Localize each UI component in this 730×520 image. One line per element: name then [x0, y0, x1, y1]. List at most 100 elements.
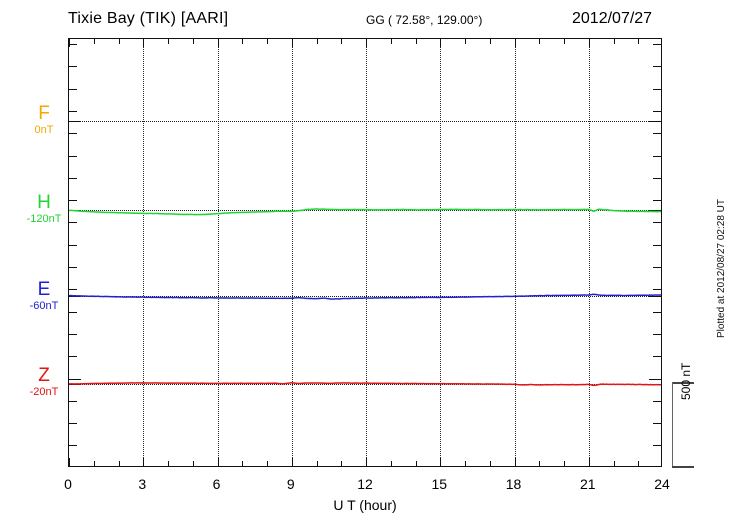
trace-z — [69, 382, 661, 387]
y-axis-tick — [69, 356, 77, 358]
y-axis-tick — [653, 44, 661, 45]
x-axis-tick — [588, 39, 590, 47]
x-axis-tick — [192, 461, 194, 466]
y-axis-tick — [653, 267, 661, 268]
y-axis-tick — [69, 445, 77, 447]
y-axis-tick — [69, 289, 77, 291]
y-axis-tick — [653, 289, 661, 291]
y-axis-tick — [653, 66, 661, 68]
x-axis-label: 3 — [138, 476, 147, 492]
y-axis-tick — [653, 200, 661, 202]
x-axis-label: 18 — [505, 476, 522, 492]
x-axis-label: 21 — [579, 476, 596, 492]
x-axis-tick — [638, 39, 640, 44]
y-axis-tick — [653, 222, 661, 224]
x-axis-tick — [192, 39, 194, 44]
baseline-z — [69, 384, 661, 385]
component-label-e: E -60nT — [14, 280, 74, 313]
x-axis-tick — [291, 458, 293, 466]
y-axis-tick — [69, 133, 77, 135]
y-axis-tick — [653, 333, 661, 335]
x-axis-title: U T (hour) — [333, 497, 397, 513]
x-axis-tick — [440, 39, 442, 47]
x-axis-tick — [564, 461, 565, 466]
x-axis-label: 24 — [654, 476, 670, 492]
x-axis-tick — [217, 458, 219, 466]
y-axis-tick — [653, 400, 661, 402]
x-axis-tick — [465, 39, 466, 44]
x-axis-tick — [341, 39, 343, 44]
x-axis-tick — [514, 458, 516, 466]
plot-area — [69, 39, 661, 466]
component-symbol-f: F — [38, 103, 50, 124]
x-axis-tick — [118, 39, 120, 44]
component-symbol-h: H — [37, 192, 51, 213]
y-axis-tick — [69, 400, 77, 402]
y-axis-tick — [653, 133, 661, 135]
x-axis-tick — [316, 39, 318, 44]
x-axis-tick — [69, 458, 70, 466]
trace-h — [69, 208, 661, 216]
grid-line-vertical — [291, 39, 293, 466]
x-axis-tick — [267, 461, 268, 466]
x-axis-tick — [390, 461, 392, 466]
x-axis-tick — [390, 39, 392, 44]
scale-bar-label: 500 nT — [679, 362, 693, 400]
x-axis-label: 9 — [286, 476, 295, 492]
x-axis-tick — [217, 39, 219, 47]
y-axis-tick — [69, 378, 81, 380]
y-axis-tick — [653, 311, 661, 313]
x-axis-tick — [514, 39, 516, 47]
x-axis-tick — [143, 458, 145, 466]
x-axis-label: 12 — [357, 476, 373, 492]
y-axis-tick — [69, 244, 77, 246]
y-axis-tick — [653, 155, 661, 157]
baseline-e — [69, 296, 661, 297]
y-axis-tick — [653, 88, 661, 90]
y-axis-tick — [653, 423, 661, 425]
y-axis-tick — [69, 44, 77, 45]
x-axis-tick — [489, 39, 491, 44]
x-axis-label: 6 — [212, 476, 221, 492]
y-axis-tick-baseline — [649, 296, 661, 297]
x-axis-tick — [415, 39, 417, 44]
y-axis-tick-baseline — [649, 121, 661, 122]
x-axis-tick — [539, 39, 541, 44]
component-label-f: F 0nT — [14, 104, 74, 137]
geographic-coordinates: GG ( 72.58°, 129.00°) — [366, 13, 483, 27]
x-axis-tick — [588, 458, 590, 466]
x-axis-label: 0 — [64, 476, 72, 492]
y-axis-tick — [69, 177, 77, 179]
scale-bar-bottom-cap — [672, 466, 694, 468]
x-axis-tick — [168, 39, 169, 44]
x-axis-tick — [638, 461, 640, 466]
x-axis-tick — [613, 39, 615, 44]
y-axis-tick — [649, 378, 661, 380]
trace-e — [69, 293, 661, 300]
x-axis-tick — [93, 39, 95, 44]
y-axis-tick — [69, 267, 77, 268]
x-axis-tick — [489, 461, 491, 466]
x-axis-tick — [366, 39, 367, 47]
y-axis-tick-baseline — [69, 296, 81, 297]
x-axis-tick — [316, 461, 318, 466]
x-axis-tick — [341, 461, 343, 466]
x-axis-tick — [143, 39, 145, 47]
x-axis-tick — [93, 461, 95, 466]
x-axis-tick — [267, 39, 268, 44]
page-title: Tixie Bay (TIK) [AARI] — [68, 10, 229, 27]
x-axis-tick — [440, 458, 442, 466]
y-axis-tick — [69, 88, 77, 90]
y-axis-tick — [653, 177, 661, 179]
y-axis-tick — [69, 333, 77, 335]
magnetogram-plot — [68, 38, 662, 467]
grid-line-vertical — [217, 39, 219, 466]
y-axis-tick-baseline — [69, 121, 81, 122]
y-axis-tick — [69, 200, 77, 202]
component-symbol-e: E — [37, 279, 51, 300]
x-axis-tick — [465, 461, 466, 466]
grid-line-vertical — [588, 39, 590, 466]
y-axis-tick — [69, 66, 77, 68]
component-baseline-e: -60nT — [29, 300, 59, 312]
